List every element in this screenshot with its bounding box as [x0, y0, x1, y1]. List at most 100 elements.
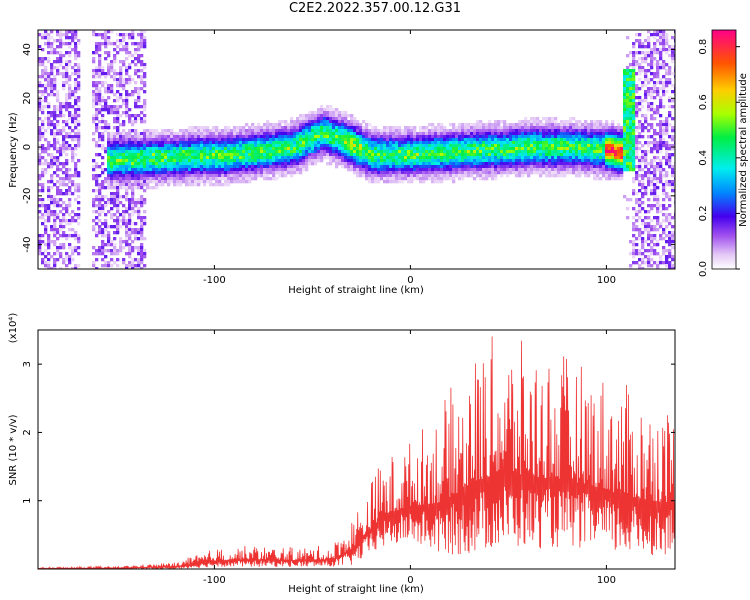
heatmap-cell [101, 144, 105, 148]
heatmap-cell [140, 69, 144, 73]
heatmap-cell [497, 147, 501, 151]
heatmap-cell [650, 228, 654, 232]
heatmap-cell [218, 129, 222, 133]
heatmap-cell [317, 108, 321, 112]
heatmap-cell [614, 168, 618, 172]
heatmap-cell [197, 168, 201, 172]
heatmap-cell [92, 198, 96, 202]
heatmap-cell [482, 138, 486, 142]
heatmap-cell [476, 132, 480, 136]
heatmap-cell [548, 117, 552, 121]
heatmap-cell [425, 141, 429, 145]
heatmap-cell [269, 165, 273, 169]
heatmap-cell [38, 135, 42, 139]
heatmap-cell [92, 114, 96, 118]
heatmap-cell [128, 75, 132, 79]
heatmap-cell [179, 171, 183, 175]
heatmap-cell [620, 165, 624, 169]
heatmap-cell [431, 168, 435, 172]
heatmap-cell [530, 144, 534, 148]
heatmap-cell [248, 132, 252, 136]
heatmap-cell [287, 126, 291, 130]
heatmap-cell [329, 117, 333, 121]
heatmap-cell [656, 66, 660, 70]
heatmap-cell [122, 213, 126, 217]
heatmap-cell [50, 165, 54, 169]
heatmap-cell [350, 138, 354, 142]
heatmap-cell [608, 162, 612, 166]
heatmap-cell [635, 105, 639, 109]
heatmap-cell [74, 72, 78, 76]
heatmap-cell [335, 117, 339, 121]
heatmap-cell [155, 150, 159, 154]
heatmap-cell [158, 135, 162, 139]
heatmap-cell [104, 255, 108, 259]
heatmap-cell [524, 171, 528, 175]
heatmap-cell [218, 153, 222, 157]
heatmap-cell [206, 135, 210, 139]
heatmap-cell [374, 138, 378, 142]
heatmap-cell [122, 156, 126, 160]
heatmap-cell [578, 171, 582, 175]
heatmap-cell [308, 132, 312, 136]
heatmap-cell [95, 258, 99, 262]
heatmap-cell [65, 36, 69, 40]
heatmap-cell [77, 183, 81, 187]
heatmap-cell [539, 132, 543, 136]
heatmap-cell [116, 258, 120, 262]
heatmap-cell [527, 144, 531, 148]
heatmap-cell [476, 174, 480, 178]
heatmap-cell [191, 162, 195, 166]
heatmap-cell [632, 243, 636, 247]
heatmap-cell [182, 177, 186, 181]
heatmap-cell [266, 171, 270, 175]
heatmap-cell [143, 114, 147, 118]
heatmap-cell [449, 153, 453, 157]
heatmap-cell [551, 153, 555, 157]
heatmap-cell [629, 87, 633, 91]
heatmap-cell [293, 168, 297, 172]
heatmap-cell [167, 162, 171, 166]
heatmap-cell [524, 168, 528, 172]
heatmap-cell [113, 219, 117, 223]
heatmap-cell [359, 162, 363, 166]
heatmap-cell [656, 93, 660, 97]
heatmap-cell [554, 168, 558, 172]
heatmap-cell [200, 165, 204, 169]
heatmap-cell [410, 135, 414, 139]
heatmap-cell [323, 126, 327, 130]
heatmap-cell [323, 147, 327, 151]
heatmap-cell [566, 168, 570, 172]
heatmap-cell [485, 147, 489, 151]
heatmap-cell [122, 39, 126, 43]
heatmap-cell [50, 132, 54, 136]
heatmap-cell [407, 180, 411, 184]
heatmap-cell [308, 117, 312, 121]
heatmap-cell [164, 174, 168, 178]
heatmap-cell [464, 147, 468, 151]
heatmap-cell [182, 150, 186, 154]
heatmap-cell [143, 198, 147, 202]
heatmap-cell [608, 150, 612, 154]
heatmap-cell [485, 132, 489, 136]
heatmap-cell [494, 156, 498, 160]
heatmap-cell [323, 129, 327, 133]
heatmap-cell [590, 159, 594, 163]
heatmap-cell [347, 120, 351, 124]
heatmap-cell [77, 189, 81, 193]
heatmap-cell [95, 249, 99, 253]
heatmap-cell [641, 222, 645, 226]
heatmap-cell [644, 210, 648, 214]
heatmap-cell [590, 171, 594, 175]
heatmap-cell [443, 156, 447, 160]
heatmap-cell [599, 156, 603, 160]
heatmap-cell [95, 153, 99, 157]
heatmap-cell [143, 129, 147, 133]
heatmap-cell [251, 147, 255, 151]
heatmap-cell [362, 126, 366, 130]
heatmap-cell [203, 150, 207, 154]
heatmap-cell [404, 168, 408, 172]
heatmap-cell [428, 147, 432, 151]
heatmap-cell [50, 210, 54, 214]
heatmap-cell [467, 135, 471, 139]
